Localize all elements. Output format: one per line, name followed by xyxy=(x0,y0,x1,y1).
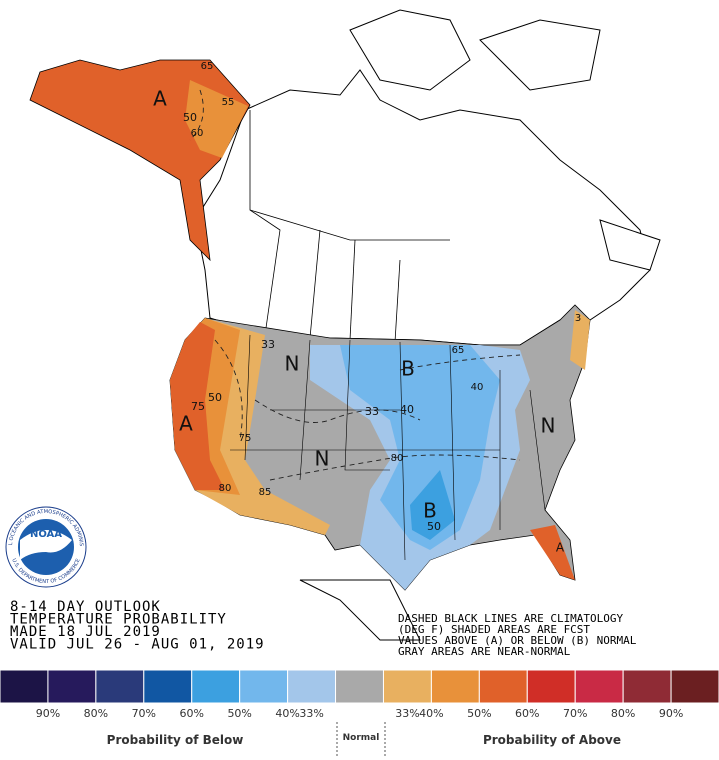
east-40 xyxy=(340,345,500,550)
outlook-line: TEMPERATURE PROBABILITY xyxy=(10,612,227,628)
legend-swatch xyxy=(478,669,528,704)
map-label: 65 xyxy=(452,345,465,356)
legend-swatch xyxy=(382,669,432,704)
map-label: N xyxy=(285,352,300,376)
legend-swatch xyxy=(191,669,241,704)
legend-label: 90% xyxy=(659,707,683,720)
note-line: (DEG F) SHADED AREAS ARE FCST xyxy=(398,623,590,636)
legend-swatch xyxy=(622,669,672,704)
map-label: 40 xyxy=(471,382,484,393)
outlook-line: MADE 18 JUL 2019 xyxy=(10,624,161,640)
map-label: 40 xyxy=(400,403,414,416)
legend-swatch xyxy=(143,669,193,704)
legend-label: 50% xyxy=(227,707,251,720)
map-label: A xyxy=(153,87,167,111)
legend-swatch xyxy=(670,669,719,704)
map-label: 33 xyxy=(261,338,275,351)
map-label: 85 xyxy=(259,487,272,498)
legend-normal: Normal xyxy=(343,733,380,743)
map-label: 50 xyxy=(427,520,441,533)
map-label: B xyxy=(401,357,415,381)
coast-above xyxy=(570,310,590,370)
map-label: B xyxy=(423,499,437,523)
land xyxy=(194,9,661,641)
map-label: N xyxy=(315,447,330,471)
legend-swatch xyxy=(287,669,337,704)
legend-label: 40% xyxy=(419,707,443,720)
east-50 xyxy=(410,470,455,540)
climatology-lines xyxy=(189,89,521,481)
outlook-line: 8-14 DAY OUTLOOK xyxy=(10,599,161,615)
legend-below: Probability of Below xyxy=(107,733,244,747)
florida-above xyxy=(530,525,575,580)
map-label: 50 xyxy=(183,111,197,124)
map-label: 80 xyxy=(219,483,232,494)
legend-swatch xyxy=(335,669,384,704)
map-label: A xyxy=(179,412,193,436)
map-label: 60 xyxy=(191,128,204,139)
alaska-inner xyxy=(185,80,248,158)
legend-label: 33% xyxy=(299,707,323,720)
legend-swatch xyxy=(574,669,624,704)
map-label: 80 xyxy=(391,453,404,464)
legend-label: 50% xyxy=(467,707,491,720)
legend-above: Probability of Above xyxy=(483,733,621,747)
legend-swatch xyxy=(0,669,49,704)
legend-label: 33% xyxy=(395,707,419,720)
outlook-line: VALID JUL 26 - AUG 01, 2019 xyxy=(10,637,265,653)
map-label: N xyxy=(541,414,556,438)
map-label: 50 xyxy=(208,391,222,404)
map-label: 65 xyxy=(201,61,214,72)
map-label: 33 xyxy=(365,405,379,418)
logo-bird xyxy=(20,530,72,560)
legend-swatch xyxy=(95,669,145,704)
west-60 xyxy=(170,322,225,490)
legend-label: 70% xyxy=(132,707,156,720)
borders xyxy=(249,110,450,343)
legend-swatch xyxy=(239,669,289,704)
legend-label: 80% xyxy=(84,707,108,720)
legend-label: 80% xyxy=(611,707,635,720)
map-label: 75 xyxy=(191,400,205,413)
legend-label: 60% xyxy=(180,707,204,720)
legend-label: 90% xyxy=(36,707,60,720)
map-label: 55 xyxy=(222,97,235,108)
legend-label: 60% xyxy=(515,707,539,720)
notes-text: DASHED BLACK LINES ARE CLIMATOLOGY(DEG F… xyxy=(398,612,637,658)
legend-swatch xyxy=(526,669,576,704)
legend-swatch xyxy=(47,669,97,704)
state-lines xyxy=(230,334,546,561)
legend-label: 40% xyxy=(275,707,299,720)
legend-swatch xyxy=(430,669,480,704)
note-line: GRAY AREAS ARE NEAR-NORMAL xyxy=(398,645,571,658)
note-line: VALUES ABOVE (A) OR BELOW (B) NORMAL xyxy=(398,634,637,647)
map-label: A xyxy=(556,541,565,555)
legend: 90% 80% 70% 60% 50% 40% 33% 33% 40% 50% 60% 70% 80% 9… xyxy=(0,669,719,720)
note-line: DASHED BLACK LINES ARE CLIMATOLOGY xyxy=(398,612,624,625)
map-label: 75 xyxy=(239,433,252,444)
logo-name: NOAA xyxy=(30,529,62,540)
map-label: 3 xyxy=(575,313,581,324)
legend-label: 70% xyxy=(563,707,587,720)
